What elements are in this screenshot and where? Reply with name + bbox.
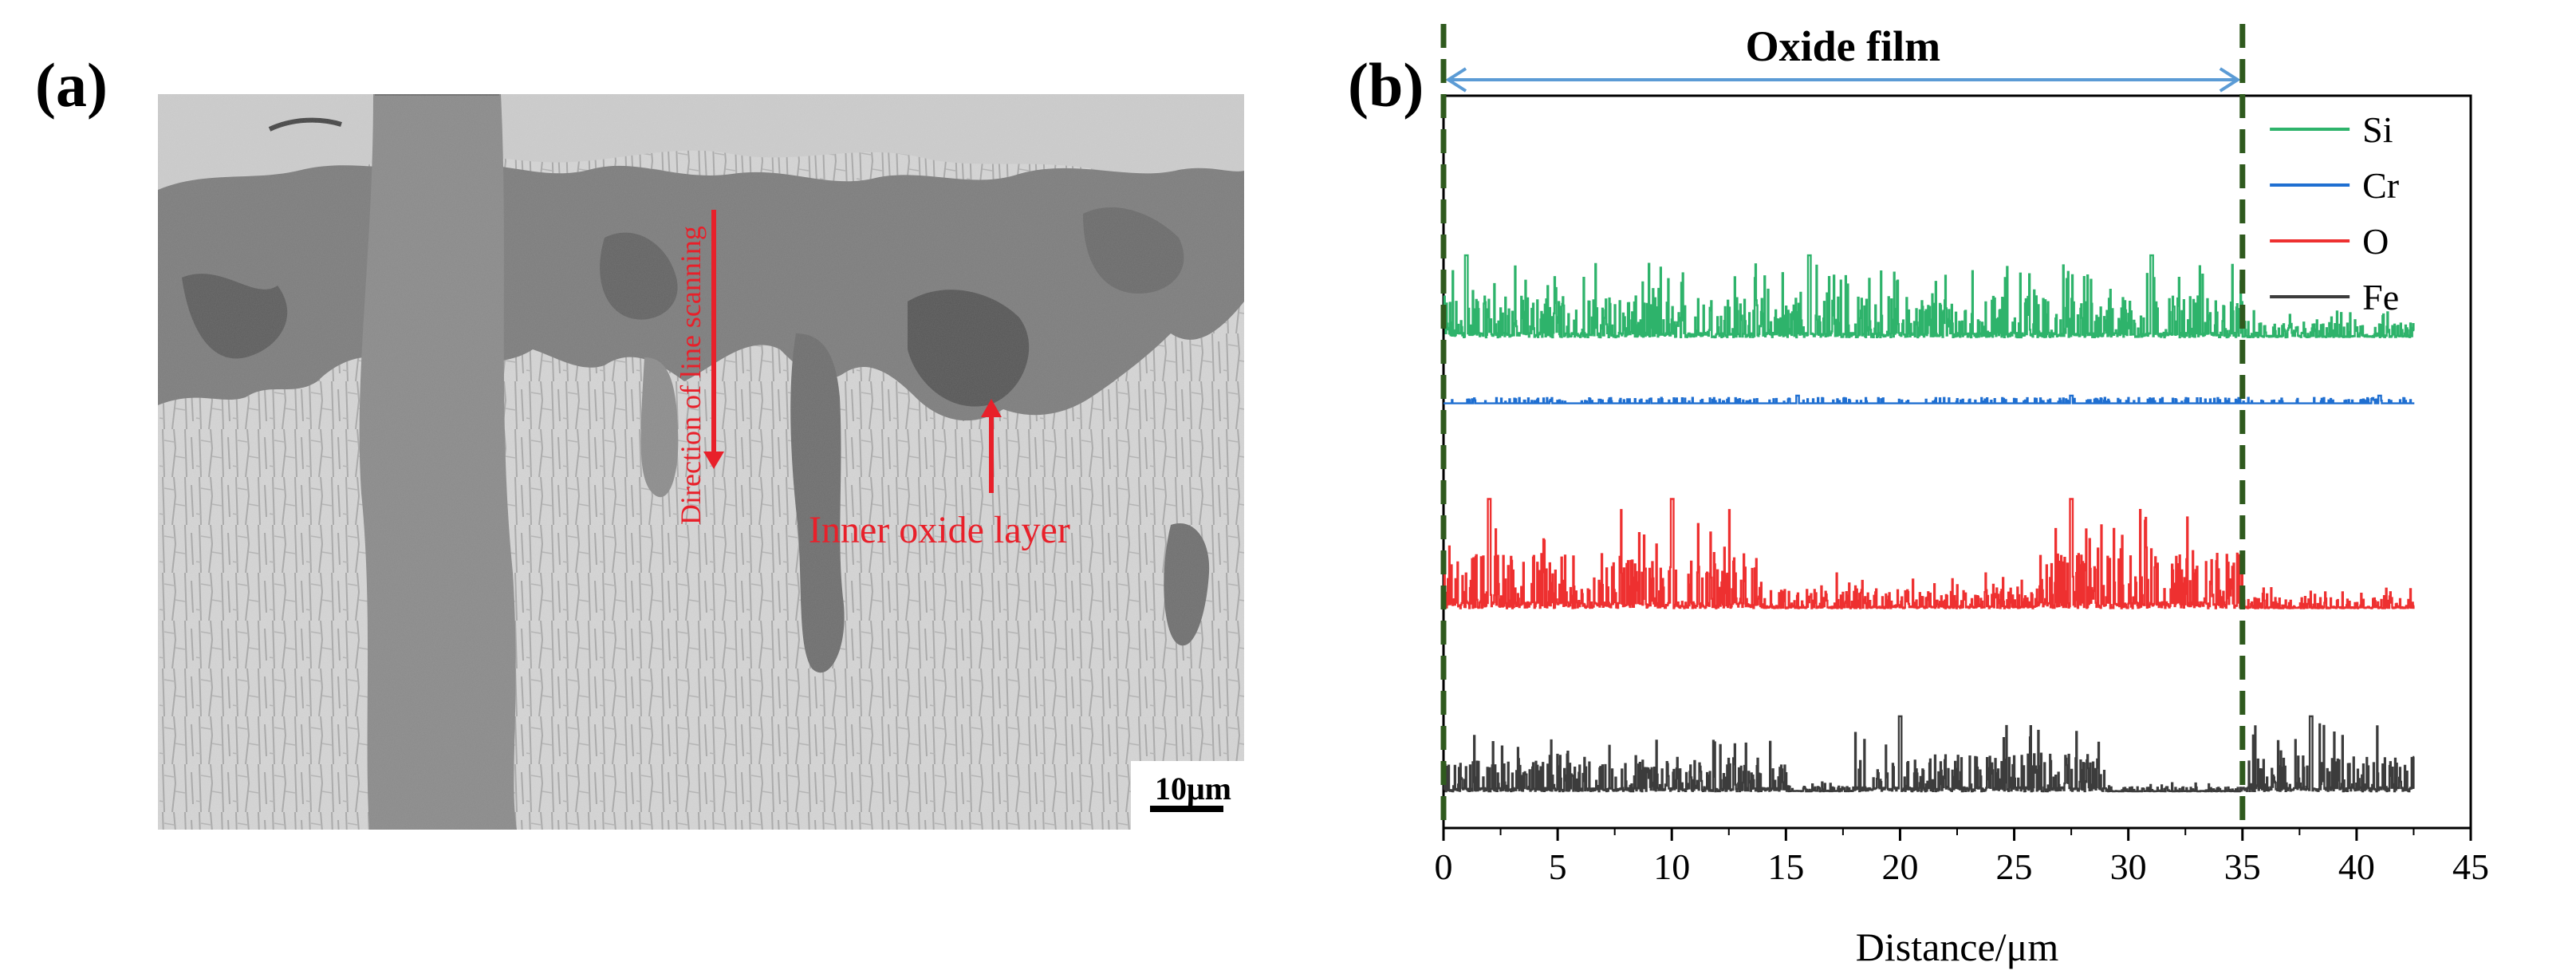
x-tick-label: 30	[2110, 846, 2147, 887]
x-tick-label: 40	[2338, 846, 2375, 887]
x-axis-label: Distance/μm	[1856, 925, 2059, 969]
x-tick-label: 45	[2452, 846, 2489, 887]
oxide-film-arrow-left	[1445, 67, 1467, 93]
x-tick-label: 20	[1881, 846, 1918, 887]
x-tick-label: 25	[1996, 846, 2033, 887]
legend-label-o: O	[2362, 221, 2389, 262]
panel-a-label: (a)	[35, 50, 108, 120]
x-tick-label: 5	[1549, 846, 1567, 887]
x-tick-label: 10	[1653, 846, 1690, 887]
x-tick-label: 15	[1767, 846, 1804, 887]
series-line-cr	[1444, 394, 2415, 404]
scan-direction-arrow	[703, 210, 724, 469]
series-line-o	[1443, 498, 2415, 609]
scan-direction-label: Direction of line scanning	[675, 226, 707, 525]
x-tick-label: 35	[2224, 846, 2261, 887]
scale-bar	[1150, 806, 1223, 812]
legend-label-si: Si	[2362, 109, 2393, 150]
legend-label-cr: Cr	[2362, 165, 2399, 206]
inner-oxide-arrow	[981, 399, 1002, 493]
sem-micrograph: 10μm Direction of line scanning Inner ox…	[158, 94, 1244, 830]
series-line-si	[1443, 254, 2415, 339]
oxide-film-arrow-right	[2219, 67, 2241, 93]
panel-b-label: (b)	[1348, 50, 1424, 120]
legend-label-fe: Fe	[2362, 277, 2399, 317]
plot-frame	[1442, 94, 2472, 830]
chart-title: Oxide film	[1746, 22, 1940, 70]
x-tick-label: 0	[1436, 846, 1453, 887]
line-scan-chart: 051015202530354045Distance/μmCount/cpsOx…	[1436, 22, 2489, 969]
scale-bar-label: 10μm	[1155, 771, 1231, 806]
series-line-fe	[1443, 715, 2415, 793]
inner-oxide-label: Inner oxide layer	[809, 509, 1070, 551]
scale-bar-box	[1131, 761, 1244, 830]
